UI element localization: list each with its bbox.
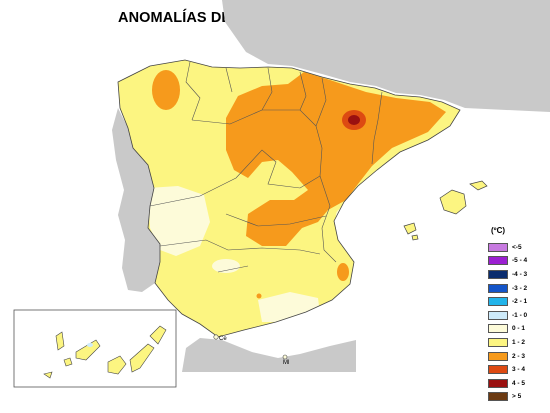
legend-items: <-5 -5 - 4 -4 - 3 -3 - 2 -2 - 1 -1 - 0 0 - 1 1 … — [488, 241, 550, 403]
legend-swatch — [488, 269, 508, 279]
legend: (ºC) <-5 -5 - 4 -4 - 3 -3 - 2 -2 - 1 -1 - 0 0 … — [488, 226, 550, 404]
legend-item: 3 - 4 — [488, 363, 550, 376]
legend-unit: (ºC) — [491, 226, 506, 235]
legend-item: 2 - 3 — [488, 350, 550, 363]
legend-item: -2 - 1 — [488, 295, 550, 308]
legend-swatch — [488, 324, 508, 334]
island-menorca — [469, 180, 488, 191]
legend-swatch — [488, 337, 508, 347]
anomaly-zone-2-3-north — [226, 72, 446, 246]
legend-swatch — [488, 310, 508, 320]
canary-islands — [43, 325, 167, 379]
tenerife-cool-spot — [87, 343, 93, 347]
legend-item: -1 - 0 — [488, 309, 550, 322]
legend-item: -5 - 4 — [488, 255, 550, 268]
anomaly-zone-4-5-aragon — [348, 115, 360, 125]
portugal-landmass — [112, 108, 160, 292]
island-la-palma — [55, 331, 65, 351]
island-fuerteventura — [129, 343, 155, 373]
anomaly-zone-2-3-murcia — [337, 263, 349, 281]
balearic-islands — [403, 180, 488, 241]
legend-label: <-5 — [512, 243, 522, 251]
island-mallorca — [439, 189, 467, 215]
legend-swatch — [488, 378, 508, 388]
anomaly-zone-2-3-galicia — [152, 70, 180, 110]
legend-swatch — [488, 242, 508, 252]
ceuta-label: Ce — [219, 336, 227, 342]
legend-label: 2 - 3 — [512, 352, 526, 360]
legend-swatch — [488, 392, 508, 402]
legend-label: -1 - 0 — [512, 311, 528, 319]
legend-swatch — [488, 256, 508, 266]
legend-item: 1 - 2 — [488, 336, 550, 349]
legend-item: 0 - 1 — [488, 323, 550, 336]
melilla-label: Ml — [283, 360, 289, 366]
anomaly-zone-0-1-centre — [212, 259, 240, 273]
island-la-gomera — [63, 357, 73, 367]
legend-item: > 5 — [488, 391, 550, 404]
legend-label: 3 - 4 — [512, 366, 526, 374]
island-lanzarote — [149, 325, 167, 345]
regional-borders — [149, 61, 383, 273]
legend-label: 0 - 1 — [512, 325, 526, 333]
legend-item: 4 - 5 — [488, 377, 550, 390]
island-ibiza — [403, 222, 417, 235]
legend-item: <-5 — [488, 241, 550, 254]
island-tenerife — [75, 339, 101, 361]
legend-label: -4 - 3 — [512, 270, 528, 278]
legend-swatch — [488, 283, 508, 293]
legend-item: -4 - 3 — [488, 268, 550, 281]
island-gran-canaria — [107, 355, 127, 375]
legend-label: -3 - 2 — [512, 284, 528, 292]
legend-swatch — [488, 365, 508, 375]
peninsula-coastline — [117, 59, 461, 338]
legend-swatch — [488, 297, 508, 307]
melilla-marker — [282, 354, 288, 360]
legend-item: -3 - 2 — [488, 282, 550, 295]
ceuta-marker — [213, 334, 219, 340]
island-formentera — [411, 234, 419, 241]
legend-label: 1 - 2 — [512, 338, 526, 346]
legend-swatch — [488, 351, 508, 361]
anomaly-spot-2-3-granada — [256, 293, 262, 299]
legend-label: -2 - 1 — [512, 298, 528, 306]
legend-label: -5 - 4 — [512, 257, 528, 265]
legend-label: > 5 — [512, 393, 522, 401]
france-landmass — [222, 0, 550, 112]
island-el-hierro — [43, 371, 53, 379]
north-africa-landmass — [182, 338, 356, 372]
legend-label: 4 - 5 — [512, 379, 526, 387]
